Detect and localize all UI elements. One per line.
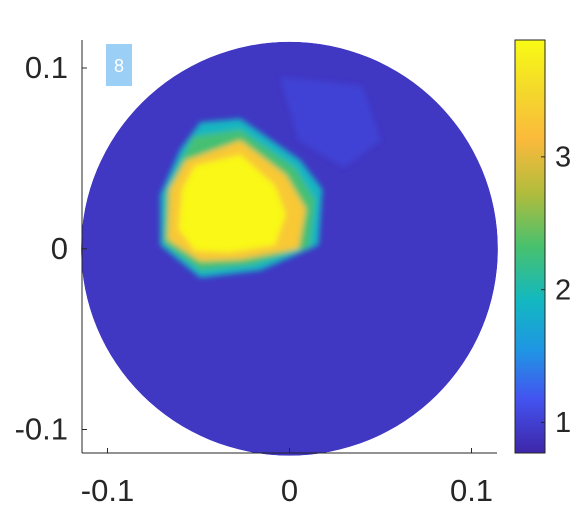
x-tick-label: 0	[281, 473, 298, 508]
colorbar-tick-label: 2	[555, 274, 571, 306]
y-tick-label: 0.1	[25, 50, 68, 85]
field-regions	[160, 77, 381, 278]
colorbar-tick-label: 3	[555, 142, 571, 174]
y-tick-label: -0.1	[15, 412, 68, 447]
colorbar	[514, 39, 546, 454]
y-tick-label: 0	[51, 231, 68, 266]
region	[280, 77, 381, 168]
region	[178, 154, 286, 253]
colorbar-tick-label: 1	[555, 407, 571, 439]
axes: -0.1 0 0.1 -0.1 0 0.1 1 2 3	[15, 39, 571, 508]
annotation-box	[106, 44, 132, 86]
annotation: 8	[114, 56, 124, 76]
x-tick-label: -0.1	[81, 473, 134, 508]
x-tick-label: 0.1	[450, 473, 493, 508]
